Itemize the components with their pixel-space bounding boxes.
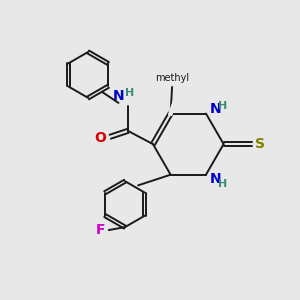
Text: O: O [94,131,106,145]
Text: H: H [125,88,134,98]
Text: N: N [209,172,221,186]
Text: S: S [254,137,265,151]
Text: H: H [218,179,228,189]
Text: H: H [218,101,228,111]
Text: N: N [113,89,124,103]
Text: methyl: methyl [155,74,189,83]
Text: N: N [209,102,221,116]
Text: F: F [96,223,105,237]
